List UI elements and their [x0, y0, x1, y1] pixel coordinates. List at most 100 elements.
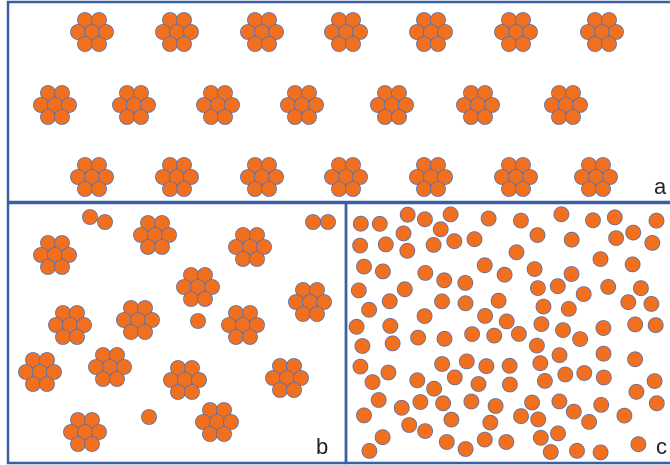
particle: [416, 36, 432, 52]
particle: [412, 394, 429, 410]
particle: [350, 282, 367, 299]
particle: [442, 206, 459, 223]
particle: [430, 157, 446, 173]
particle: [345, 181, 361, 197]
particle: [395, 225, 412, 242]
particle: [77, 181, 93, 197]
particle: [119, 109, 135, 125]
particle: [416, 308, 433, 325]
particle: [54, 109, 70, 125]
particle: [557, 366, 574, 383]
particle: [575, 286, 592, 303]
panel-label: c: [656, 434, 667, 459]
particle: [249, 227, 265, 243]
particle: [364, 374, 381, 391]
particle: [572, 97, 588, 113]
particle: [331, 181, 347, 197]
particle: [526, 261, 543, 278]
particle: [430, 12, 446, 28]
particle: [515, 157, 531, 173]
particle: [463, 109, 479, 125]
particle: [401, 417, 418, 433]
particle: [595, 345, 612, 362]
particle: [480, 210, 497, 227]
particle: [435, 395, 452, 412]
particle: [54, 85, 70, 101]
particle: [162, 181, 178, 197]
particle: [190, 313, 206, 329]
particle: [261, 36, 277, 52]
particle: [542, 444, 559, 460]
particle: [309, 306, 325, 322]
particle: [463, 393, 480, 410]
particle: [391, 85, 407, 101]
particle: [606, 209, 623, 226]
particle: [498, 434, 515, 450]
particle: [377, 109, 393, 125]
particle: [204, 279, 220, 295]
particle: [501, 36, 517, 52]
particle: [515, 36, 531, 52]
particle: [522, 169, 538, 185]
particle: [293, 370, 309, 386]
particle: [425, 236, 442, 253]
particle: [54, 259, 70, 275]
particle: [563, 266, 580, 282]
particle: [530, 411, 547, 428]
particle: [216, 402, 232, 418]
particle: [595, 369, 612, 386]
particle: [69, 305, 85, 321]
particle: [595, 320, 612, 336]
particle: [616, 407, 633, 424]
particle: [430, 36, 446, 52]
particle: [352, 358, 369, 375]
particle: [261, 12, 277, 28]
particle: [98, 169, 114, 185]
particle: [91, 36, 107, 52]
particle: [371, 215, 388, 232]
particle: [417, 423, 434, 440]
particle: [595, 181, 611, 197]
particle: [592, 444, 609, 461]
particle: [647, 317, 664, 334]
particle: [345, 12, 361, 28]
particle: [643, 295, 660, 312]
particle: [69, 329, 85, 345]
particle: [601, 36, 617, 52]
particle: [648, 395, 665, 412]
particle: [549, 278, 566, 295]
particle: [95, 371, 111, 387]
particle: [644, 234, 661, 251]
particle: [393, 399, 410, 416]
particle: [154, 215, 170, 231]
particle: [109, 347, 125, 363]
particle: [524, 394, 540, 411]
particle: [54, 235, 70, 251]
particle: [316, 294, 332, 310]
particle: [144, 312, 160, 328]
particle: [39, 352, 55, 368]
particle: [487, 398, 504, 414]
particle: [301, 109, 317, 125]
particle: [529, 337, 545, 354]
particle: [478, 358, 495, 375]
particle: [593, 396, 610, 413]
particle: [320, 214, 336, 230]
particle: [286, 382, 302, 398]
particle: [457, 441, 474, 457]
particle: [374, 263, 391, 280]
particle: [249, 317, 265, 333]
particle: [109, 371, 125, 387]
particle: [123, 324, 139, 340]
particle: [446, 233, 463, 250]
particle: [436, 330, 453, 347]
particle: [466, 231, 483, 248]
particle: [576, 365, 593, 381]
particle: [600, 278, 617, 295]
particle: [630, 436, 647, 453]
particle: [70, 436, 86, 452]
particle: [97, 214, 113, 230]
particle: [161, 227, 177, 243]
